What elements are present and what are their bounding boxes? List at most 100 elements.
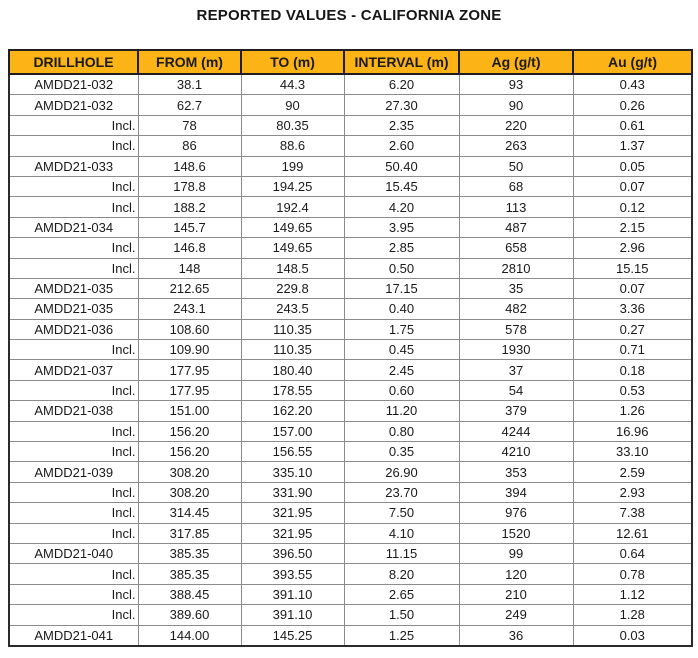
cell-interval: 2.60	[343, 135, 460, 157]
cell-from: 78	[137, 114, 242, 137]
cell-ag: 36	[458, 624, 574, 647]
cell-ag: 1930	[458, 339, 574, 361]
header-row: DRILLHOLE FROM (m) TO (m) INTERVAL (m) Ag (g…	[8, 49, 693, 75]
cell-from: 385.35	[137, 542, 242, 565]
cell-interval: 27.30	[343, 94, 460, 116]
table-row: AMDD21-038 151.00 162.20 11.20 379 1.26	[8, 400, 693, 422]
cell-drillhole: Incl.	[8, 135, 139, 157]
cell-interval: 6.20	[343, 73, 460, 96]
cell-from: 86	[137, 135, 242, 157]
cell-ag: 50	[458, 155, 574, 177]
cell-to: 180.40	[240, 359, 345, 381]
cell-ag: 68	[458, 175, 574, 198]
cell-ag: 54	[458, 379, 574, 402]
cell-au: 0.07	[572, 175, 693, 198]
cell-from: 317.85	[137, 522, 242, 544]
table-row: Incl. 317.85 321.95 4.10 1520 12.61	[8, 522, 693, 544]
cell-au: 3.36	[572, 298, 693, 320]
cell-from: 146.8	[137, 237, 242, 259]
cell-drillhole: Incl.	[8, 563, 139, 585]
cell-interval: 1.50	[343, 604, 460, 626]
cell-from: 156.20	[137, 420, 242, 443]
cell-interval: 11.15	[343, 542, 460, 565]
cell-interval: 2.65	[343, 583, 460, 606]
cell-from: 62.7	[137, 94, 242, 116]
cell-to: 44.3	[240, 73, 345, 96]
cell-au: 0.53	[572, 379, 693, 402]
cell-drillhole: Incl.	[8, 379, 139, 402]
cell-drillhole: AMDD21-032	[8, 94, 139, 116]
column-header-interval: INTERVAL (m)	[343, 49, 460, 75]
cell-from: 308.20	[137, 461, 242, 483]
cell-au: 2.15	[572, 216, 693, 239]
table-row: AMDD21-034 145.7 149.65 3.95 487 2.15	[8, 216, 693, 239]
cell-interval: 0.80	[343, 420, 460, 443]
cell-interval: 17.15	[343, 277, 460, 300]
cell-interval: 2.45	[343, 359, 460, 381]
table-row: Incl. 388.45 391.10 2.65 210 1.12	[8, 583, 693, 606]
cell-from: 385.35	[137, 563, 242, 585]
table-body: AMDD21-032 38.1 44.3 6.20 93 0.43 AMDD21-032 62…	[8, 73, 693, 647]
cell-au: 2.96	[572, 237, 693, 259]
cell-drillhole: AMDD21-040	[8, 542, 139, 565]
cell-drillhole: AMDD21-035	[8, 298, 139, 320]
cell-drillhole: Incl.	[8, 196, 139, 218]
cell-from: 109.90	[137, 339, 242, 361]
cell-ag: 1520	[458, 522, 574, 544]
cell-to: 229.8	[240, 277, 345, 300]
table-row: AMDD21-041 144.00 145.25 1.25 36 0.03	[8, 624, 693, 647]
cell-au: 1.28	[572, 604, 693, 626]
cell-drillhole: AMDD21-036	[8, 318, 139, 341]
cell-from: 144.00	[137, 624, 242, 647]
cell-drillhole: AMDD21-035	[8, 277, 139, 300]
cell-drillhole: Incl.	[8, 583, 139, 606]
cell-drillhole: AMDD21-038	[8, 400, 139, 422]
cell-ag: 220	[458, 114, 574, 137]
cell-interval: 2.35	[343, 114, 460, 137]
cell-interval: 0.50	[343, 257, 460, 279]
cell-to: 110.35	[240, 318, 345, 341]
cell-au: 0.78	[572, 563, 693, 585]
cell-ag: 658	[458, 237, 574, 259]
cell-ag: 113	[458, 196, 574, 218]
cell-au: 7.38	[572, 502, 693, 524]
cell-drillhole: AMDD21-033	[8, 155, 139, 177]
cell-ag: 578	[458, 318, 574, 341]
table-row: AMDD21-040 385.35 396.50 11.15 99 0.64	[8, 542, 693, 565]
table-row: Incl. 86 88.6 2.60 263 1.37	[8, 135, 693, 157]
cell-interval: 1.75	[343, 318, 460, 341]
table-row: Incl. 308.20 331.90 23.70 394 2.93	[8, 481, 693, 504]
cell-to: 199	[240, 155, 345, 177]
column-header-au: Au (g/t)	[572, 49, 693, 75]
table-row: AMDD21-035 212.65 229.8 17.15 35 0.07	[8, 277, 693, 300]
cell-to: 243.5	[240, 298, 345, 320]
cell-to: 178.55	[240, 379, 345, 402]
cell-interval: 23.70	[343, 481, 460, 504]
cell-drillhole: AMDD21-037	[8, 359, 139, 381]
cell-ag: 487	[458, 216, 574, 239]
table-row: AMDD21-032 38.1 44.3 6.20 93 0.43	[8, 73, 693, 96]
cell-ag: 37	[458, 359, 574, 381]
cell-to: 148.5	[240, 257, 345, 279]
cell-ag: 90	[458, 94, 574, 116]
cell-from: 177.95	[137, 379, 242, 402]
cell-from: 108.60	[137, 318, 242, 341]
cell-from: 178.8	[137, 175, 242, 198]
table-row: Incl. 148 148.5 0.50 2810 15.15	[8, 257, 693, 279]
table-row: AMDD21-039 308.20 335.10 26.90 353 2.59	[8, 461, 693, 483]
cell-ag: 4210	[458, 441, 574, 463]
cell-drillhole: Incl.	[8, 522, 139, 544]
cell-interval: 11.20	[343, 400, 460, 422]
cell-ag: 394	[458, 481, 574, 504]
cell-au: 0.07	[572, 277, 693, 300]
cell-drillhole: AMDD21-032	[8, 73, 139, 96]
cell-ag: 249	[458, 604, 574, 626]
cell-au: 0.26	[572, 94, 693, 116]
page-title: REPORTED VALUES - CALIFORNIA ZONE	[196, 7, 502, 24]
cell-drillhole: Incl.	[8, 339, 139, 361]
cell-interval: 0.40	[343, 298, 460, 320]
column-header-drillhole: DRILLHOLE	[8, 49, 139, 75]
cell-ag: 379	[458, 400, 574, 422]
cell-from: 314.45	[137, 502, 242, 524]
